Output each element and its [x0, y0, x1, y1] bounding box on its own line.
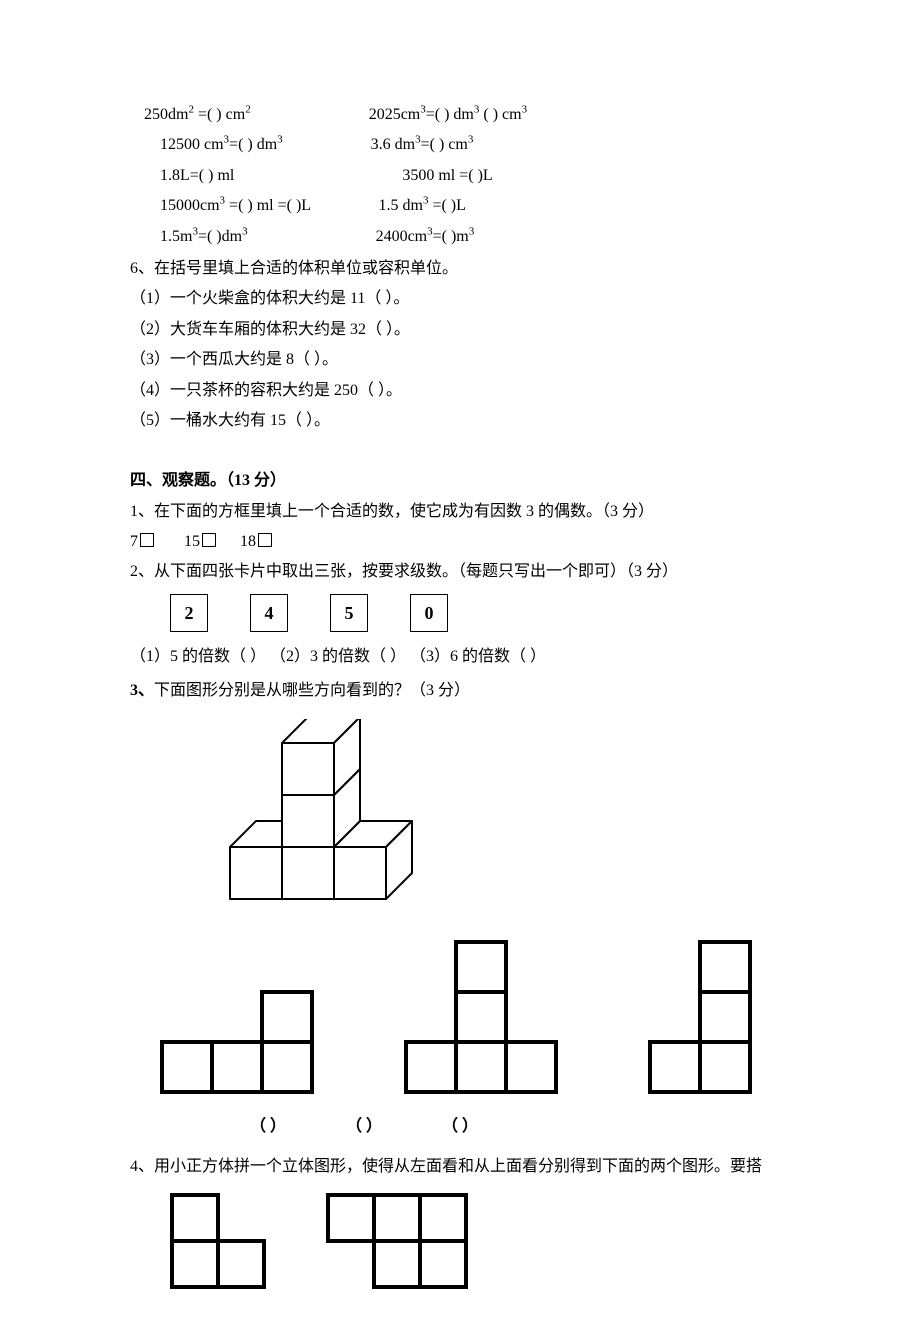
q6-item-2: （2）大货车车厢的体积大约是 32（ ）。: [130, 315, 790, 345]
q4-shape: [170, 1193, 266, 1289]
view-shape: [648, 940, 752, 1094]
s4-q4: 4、用小正方体拼一个立体图形，使得从左面看和从上面看分别得到下面的两个图形。要搭: [130, 1152, 790, 1182]
q4-shapes: [130, 1193, 790, 1289]
conv-line-3: 1.8L=( ) ml 3500 ml =( )L: [130, 161, 790, 191]
q6-item-4: （4）一只茶杯的容积大约是 250（ ）。: [130, 376, 790, 406]
conv-5b: 2400cm: [376, 228, 428, 245]
paren-row: （ ） （ ） （ ）: [130, 1112, 790, 1142]
conv-4a: 15000cm: [160, 197, 220, 214]
card-row: 2 4 5 0: [130, 594, 790, 632]
s4-q3: 3、下面图形分别是从哪些方向看到的？（3 分）: [130, 676, 790, 706]
conv-4b: 1.5 dm: [378, 197, 422, 214]
conv-3b: 3500 ml =( )L: [402, 167, 492, 184]
blank-box: [140, 533, 154, 547]
view-shape: [160, 990, 314, 1094]
blank-box: [258, 533, 272, 547]
q6-item-5: （5）一桶水大约有 15（ ）。: [130, 406, 790, 436]
q6-item-3: （3）一个西瓜大约是 8（ ）。: [130, 345, 790, 375]
q4-shape: [326, 1193, 468, 1289]
views-row: [130, 940, 790, 1094]
paren: （ ）: [442, 1112, 478, 1142]
card: 2: [170, 594, 208, 632]
q6-item-1: （1）一个火柴盒的体积大约是 11（ ）。: [130, 284, 790, 314]
q6-title: 6、在括号里填上合适的体积单位或容积单位。: [130, 254, 790, 284]
view-shape: [404, 940, 558, 1094]
conv-1a: 250dm: [144, 106, 188, 123]
conv-2b: 3.6 dm: [371, 136, 415, 153]
conv-line-5: 1.5m3=( )dm3 2400cm3=( )m3: [130, 222, 790, 252]
s4-q1-opts: 7 15 18: [130, 527, 790, 557]
s4-q1: 1、在下面的方框里填上一个合适的数，使它成为有因数 3 的偶数。（3 分）: [130, 497, 790, 527]
conv-3a: 1.8L=( ) ml: [160, 167, 234, 184]
conv-line-1: 250dm2 =( ) cm2 2025cm3=( ) dm3 ( ) cm3: [130, 100, 790, 130]
paren: （ ）: [250, 1112, 286, 1142]
paren: （ ）: [346, 1112, 382, 1142]
conv-5a: 1.5m: [160, 228, 192, 245]
conv-1b: 2025cm: [369, 106, 421, 123]
conv-line-4: 15000cm3 =( ) ml =( )L 1.5 dm3 =( )L: [130, 191, 790, 221]
card: 5: [330, 594, 368, 632]
cube-3d-figure: [210, 719, 790, 930]
card: 4: [250, 594, 288, 632]
section4-title: 四、观察题。（13 分）: [130, 466, 790, 496]
card: 0: [410, 594, 448, 632]
blank-box: [202, 533, 216, 547]
conv-2a: 12500 cm: [160, 136, 224, 153]
conv-line-2: 12500 cm3=( ) dm3 3.6 dm3=( ) cm3: [130, 130, 790, 160]
s4-q2: 2、从下面四张卡片中取出三张，按要求级数。（每题只写出一个即可）（3 分）: [130, 557, 790, 587]
s4-q2-sub: （1）5 的倍数（ ） （2）3 的倍数（ ） （3）6 的倍数（ ）: [130, 642, 790, 672]
